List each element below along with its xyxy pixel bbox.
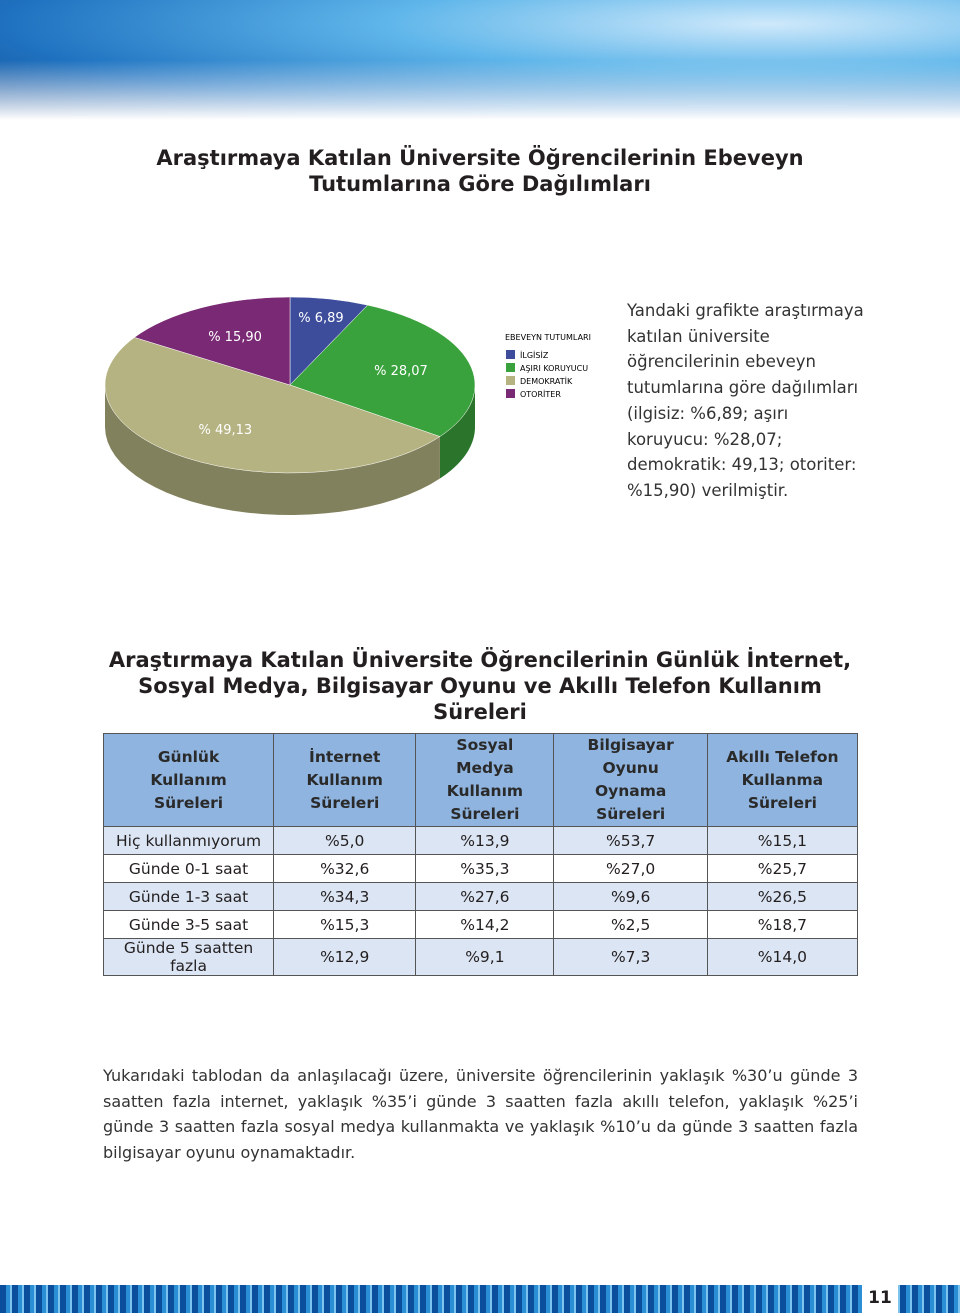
table-cell: Günde 1-3 saat: [102, 882, 275, 911]
table-cell: Hiç kullanmıyorum: [102, 826, 275, 855]
legend-label: OTORİTER: [520, 389, 561, 399]
legend-swatch: [506, 363, 515, 372]
table-cell: %7,3: [553, 938, 708, 976]
pie-side: [105, 385, 440, 515]
header-cell: Günlük Kullanım Süreleri: [102, 733, 275, 827]
page-number: 11: [862, 1284, 898, 1313]
legend-title: EBEVEYN TUTUMLARI: [505, 333, 591, 342]
pie-side: [439, 385, 475, 479]
table-cell: %27,6: [415, 882, 555, 911]
table-cell: %14,2: [415, 910, 555, 939]
header-banner: [0, 0, 960, 120]
table-cell: %35,3: [415, 854, 555, 883]
pie-slice: [289, 304, 476, 437]
table-cell: %12,9: [273, 938, 417, 976]
table-cell: %5,0: [273, 826, 417, 855]
legend-label: DEMOKRATİK: [520, 376, 573, 386]
legend-swatch: [506, 389, 515, 398]
description: Yandaki grafikte araştırmaya katılan üni…: [627, 301, 864, 500]
header-row: Günlük Kullanım Süreleri İnternet Kullanı…: [102, 733, 859, 827]
slice-label: % 49,13: [198, 423, 252, 438]
table-cell: %32,6: [273, 854, 417, 883]
table-cell: %27,0: [553, 854, 708, 883]
legend-swatch: [506, 376, 515, 385]
table-cell: %34,3: [273, 882, 417, 911]
slice-label: % 6,89: [298, 311, 343, 326]
table-cell: %53,7: [553, 826, 708, 855]
table-cell: %15,3: [273, 910, 417, 939]
table-row: Günde 0-1 saat %32,6 %35,3 %27,0 %25,7: [102, 854, 859, 883]
table-cell: %15,1: [706, 826, 859, 855]
table-cell: %18,7: [706, 910, 859, 939]
legend-label: AŞIRI KORUYUCU: [520, 364, 588, 373]
pie-chart: % 6,89 % 28,07 % 49,13 % 15,90 EBEVEYN TUTUM…: [104, 296, 591, 515]
slice-label: % 15,90: [208, 330, 262, 345]
table-cell: %9,6: [553, 882, 708, 911]
table-cell: %13,9: [415, 826, 555, 855]
pie-slice: [133, 296, 291, 386]
table-cell: %14,0: [706, 938, 859, 976]
header-cell: Akıllı Telefon Kullanma Süreleri: [706, 733, 859, 827]
chart-title: Araştırmaya Katılan Üniversite Öğrencile…: [156, 146, 804, 196]
legend-label: İLGİSİZ: [520, 350, 549, 360]
table-cell: %26,5: [706, 882, 859, 911]
footer-band: [0, 1285, 960, 1313]
slice-label: % 28,07: [374, 364, 428, 379]
table-cell: Günde 5 saatten fazla: [102, 938, 275, 976]
legend-swatch: [506, 350, 515, 359]
table-row: Günde 3-5 saat %15,3 %14,2 %2,5 %18,7: [102, 910, 859, 939]
table-row: Günde 1-3 saat %34,3 %27,6 %9,6 %26,5: [102, 882, 859, 911]
table-cell: %2,5: [553, 910, 708, 939]
table-cell: %25,7: [706, 854, 859, 883]
conclusion: Yukarıdaki tablodan da anlaşılacağı üzer…: [103, 1066, 858, 1163]
header-cell: Bilgisayar Oyunu Oynama Süreleri: [553, 733, 708, 827]
table-cell: Günde 0-1 saat: [102, 854, 275, 883]
table-row: Hiç kullanmıyorum %5,0 %13,9 %53,7 %15,1: [102, 826, 859, 855]
table-cell: Günde 3-5 saat: [102, 910, 275, 939]
usage-table: Günlük Kullanım Süreleri İnternet Kullanı…: [102, 733, 859, 976]
table-row: Günde 5 saatten fazla %12,9 %9,1 %7,3 %14,0: [102, 938, 859, 976]
pie-slice: [104, 337, 441, 474]
header-cell: Sosyal Medya Kullanım Süreleri: [415, 733, 555, 827]
table-cell: %9,1: [415, 938, 555, 976]
table-title: Araştırmaya Katılan Üniversite Öğrencile…: [108, 648, 852, 724]
header-cell: İnternet Kullanım Süreleri: [273, 733, 417, 827]
